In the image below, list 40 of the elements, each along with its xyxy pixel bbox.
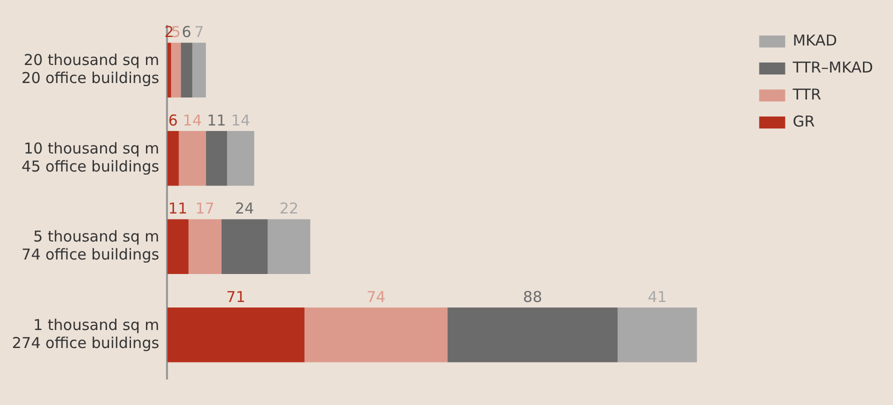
bar bbox=[448, 308, 618, 362]
data-label: 5 bbox=[171, 23, 181, 42]
data-label: 7 bbox=[194, 23, 204, 42]
legend-label: TTR–MKAD bbox=[792, 58, 873, 76]
bar bbox=[178, 131, 206, 186]
data-label: 6 bbox=[182, 23, 192, 42]
y-tick-label: 20 thousand sq m 20 office buildings bbox=[22, 51, 160, 88]
data-label: 22 bbox=[279, 200, 299, 218]
data-label: 11 bbox=[168, 200, 188, 218]
bar bbox=[192, 42, 206, 98]
bar bbox=[188, 219, 222, 274]
bar bbox=[206, 131, 228, 186]
bar bbox=[221, 219, 268, 274]
data-label: 2 bbox=[164, 23, 174, 42]
legend-label: TTR bbox=[792, 85, 822, 104]
legend-label: GR bbox=[792, 112, 815, 130]
data-label: 88 bbox=[523, 288, 542, 306]
bar bbox=[167, 308, 304, 362]
bar bbox=[180, 42, 192, 98]
data-label: 24 bbox=[235, 200, 254, 218]
bar bbox=[268, 219, 310, 274]
data-label: 71 bbox=[226, 288, 246, 306]
bar bbox=[167, 42, 172, 98]
y-tick-label: 1 thousand sq m 274 office buildings bbox=[12, 316, 160, 352]
data-label: 74 bbox=[366, 288, 386, 306]
bar bbox=[171, 42, 181, 98]
bar bbox=[167, 131, 179, 186]
data-label: 6 bbox=[168, 111, 178, 130]
y-tick-label: 5 thousand sq m 74 office buildings bbox=[22, 228, 160, 264]
data-label: 41 bbox=[648, 288, 667, 306]
y-tick-label: 10 thousand sq m 45 office buildings bbox=[22, 139, 160, 176]
data-label: 17 bbox=[195, 200, 214, 218]
data-label: 14 bbox=[182, 111, 202, 130]
legend-label: MKAD bbox=[792, 31, 838, 50]
bar bbox=[227, 131, 254, 186]
data-label: 11 bbox=[206, 111, 226, 130]
data-label: 14 bbox=[231, 111, 250, 130]
bar bbox=[167, 219, 188, 274]
bar bbox=[304, 308, 448, 362]
bar bbox=[618, 308, 697, 362]
